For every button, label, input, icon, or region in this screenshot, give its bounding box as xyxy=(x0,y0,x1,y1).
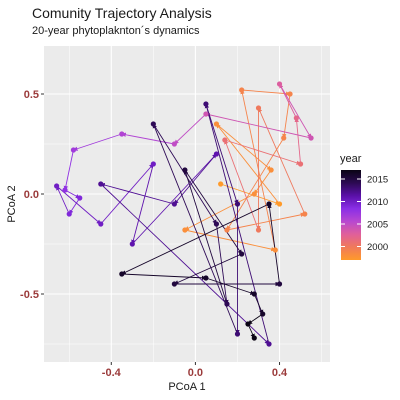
data-point xyxy=(266,341,271,346)
x-tick-label: -0.4 xyxy=(102,367,122,379)
data-point xyxy=(277,201,282,206)
data-point xyxy=(203,101,208,106)
data-point xyxy=(98,181,103,186)
data-point xyxy=(252,191,257,196)
data-point xyxy=(214,151,219,156)
x-axis-title: PCoA 1 xyxy=(168,381,205,393)
legend-tick-label: 2000 xyxy=(367,242,388,253)
data-point xyxy=(151,121,156,126)
data-point xyxy=(218,181,223,186)
data-point xyxy=(172,141,177,146)
data-point xyxy=(273,247,278,252)
data-point xyxy=(224,227,229,232)
x-tick-label: 0.4 xyxy=(272,367,288,379)
data-point xyxy=(239,251,244,256)
year-legend: year 2000 2005 2010 2015 xyxy=(340,153,388,260)
data-point xyxy=(281,135,286,140)
data-point xyxy=(119,271,124,276)
data-point xyxy=(277,81,282,86)
data-point xyxy=(203,275,208,280)
data-point xyxy=(182,227,187,232)
data-point xyxy=(260,311,265,316)
data-point xyxy=(151,161,156,166)
data-point xyxy=(172,201,177,206)
data-point xyxy=(269,167,274,172)
data-point xyxy=(302,211,307,216)
data-point xyxy=(235,331,240,336)
data-point xyxy=(98,221,103,226)
data-point xyxy=(172,281,177,286)
legend-tick-label: 2005 xyxy=(367,220,388,231)
data-point xyxy=(287,91,292,96)
data-point xyxy=(214,121,219,126)
data-point xyxy=(252,291,257,296)
y-axis-title: PCoA 2 xyxy=(6,185,18,222)
data-point xyxy=(119,131,124,136)
data-point xyxy=(182,167,187,172)
data-point xyxy=(239,87,244,92)
data-point xyxy=(266,201,271,206)
data-point xyxy=(252,335,257,340)
data-point xyxy=(203,111,208,116)
data-point xyxy=(130,241,135,246)
data-point xyxy=(62,187,67,192)
data-point xyxy=(298,161,303,166)
legend-tick-label: 2015 xyxy=(367,175,388,186)
data-point xyxy=(277,281,282,286)
data-point xyxy=(214,221,219,226)
y-tick-label: -0.5 xyxy=(20,289,39,301)
data-point xyxy=(224,301,229,306)
data-point xyxy=(308,135,313,140)
x-tick-label: 0.0 xyxy=(188,367,203,379)
data-point xyxy=(245,321,250,326)
data-point xyxy=(67,211,72,216)
data-point xyxy=(235,201,240,206)
data-point xyxy=(256,105,261,110)
legend-title: year xyxy=(340,153,362,165)
data-point xyxy=(256,227,261,232)
data-point xyxy=(294,115,299,120)
data-point xyxy=(71,147,76,152)
data-point xyxy=(77,195,82,200)
data-point xyxy=(54,183,59,188)
data-point xyxy=(222,137,227,142)
legend-tick-label: 2010 xyxy=(367,197,388,208)
y-tick-label: 0.5 xyxy=(24,89,39,101)
y-tick-label: 0.0 xyxy=(24,189,39,201)
